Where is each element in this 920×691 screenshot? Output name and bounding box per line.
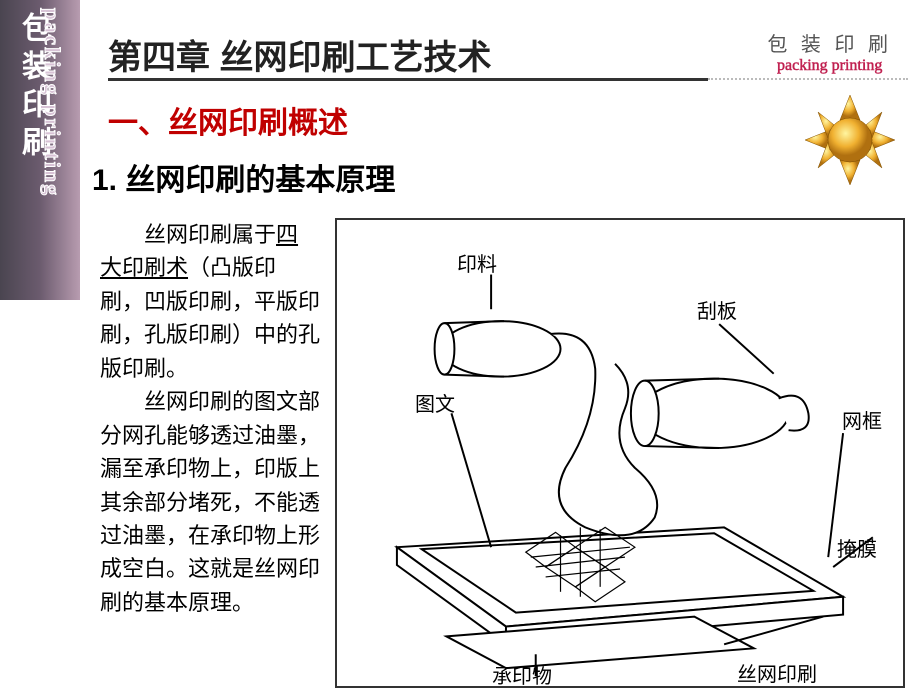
banner-en: packing printing [39,8,65,197]
left-banner-inner: 包装印刷 packing printing [5,8,75,288]
label-ink: 印料 [457,248,497,277]
label-frame: 网框 [842,405,882,434]
left-banner: 包装印刷 packing printing [0,0,80,300]
label-caption: 丝网印刷 [737,658,817,687]
logo-en: packing printing [767,57,892,75]
p1-lead: 丝网印刷属于 [144,222,276,247]
label-substrate: 承印物 [492,660,552,689]
p2: 丝网印刷的图文部分网孔能够透过油墨，漏至承印物上，印版上其余部分堵死，不能透过油… [100,389,320,615]
label-mask: 掩膜 [837,533,877,562]
logo-block: 包 装 印 刷 packing printing [767,28,892,75]
chapter-title: 第四章 丝网印刷工艺技术 [108,30,491,79]
title-underline [108,78,708,81]
sun-icon [790,90,910,190]
label-squeegee: 刮板 [697,295,737,324]
section-principle: 1. 丝网印刷的基本原理 [92,155,395,199]
screen-printing-diagram: 印料 刮板 图文 网框 掩膜 承印物 丝网印刷 [335,218,905,688]
label-image: 图文 [415,388,455,417]
logo-cn: 包 装 印 刷 [767,28,892,57]
title-dotted-extension [708,78,908,80]
body-paragraphs: 丝网印刷属于四大印刷术（凸版印刷，凹版印刷，平版印刷，孔版印刷）中的孔版印刷。 … [100,218,320,619]
section-overview: 一、丝网印刷概述 [108,98,348,142]
